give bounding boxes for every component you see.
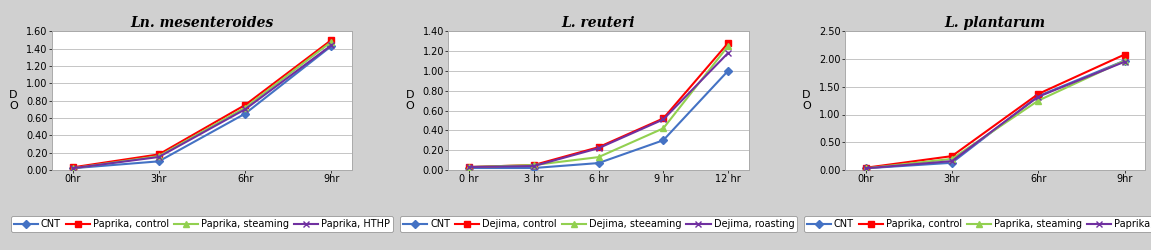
Line: Dejima, steeaming: Dejima, steeaming — [466, 43, 731, 170]
Dejima, steeaming — [721, 44, 734, 48]
CNT — [1031, 95, 1045, 98]
Paprika, steaming — [945, 158, 959, 160]
CNT — [527, 166, 541, 170]
Paprika, steaming — [1118, 59, 1131, 62]
Paprika, steaming — [1031, 99, 1045, 102]
Paprika, control — [859, 166, 872, 169]
Title: L. reuteri: L. reuteri — [562, 16, 635, 30]
Dejima, roasting — [463, 166, 477, 168]
Dejima, control — [527, 164, 541, 166]
Paprika, control — [325, 38, 338, 42]
Line: CNT: CNT — [466, 68, 731, 171]
Dejima, control — [656, 117, 670, 120]
Line: Paprika, steaming: Paprika, steaming — [70, 39, 334, 171]
Paprika, steaming — [325, 40, 338, 43]
Paprika, HTHP — [945, 160, 959, 162]
Paprika, control — [1118, 53, 1131, 56]
Dejima, control — [463, 166, 477, 168]
Dejima, steeaming — [463, 166, 477, 168]
Title: Ln. mesenteroides: Ln. mesenteroides — [130, 16, 274, 30]
Legend: CNT, Dejima, control, Dejima, steeaming, Dejima, roasting: CNT, Dejima, control, Dejima, steeaming,… — [401, 216, 796, 232]
Dejima, roasting — [592, 147, 605, 150]
Paprika, HTHP — [325, 44, 338, 46]
Paprika, HTHP — [1118, 60, 1131, 63]
CNT — [592, 162, 605, 164]
Y-axis label: D
O: D O — [405, 90, 414, 112]
Line: Dejima, control: Dejima, control — [466, 40, 731, 170]
Y-axis label: D
O: D O — [802, 90, 810, 112]
Line: CNT: CNT — [70, 43, 334, 171]
Paprika, steaming — [859, 167, 872, 170]
CNT — [721, 70, 734, 72]
Line: CNT: CNT — [863, 58, 1127, 171]
Title: L. plantarum: L. plantarum — [945, 16, 1045, 30]
Legend: CNT, Paprika, control, Paprika, steaming, Paprika, HTHP: CNT, Paprika, control, Paprika, steaming… — [803, 216, 1151, 232]
Dejima, steeaming — [656, 127, 670, 130]
Line: Paprika, control: Paprika, control — [70, 37, 334, 170]
CNT — [325, 44, 338, 48]
CNT — [152, 160, 166, 163]
CNT — [1118, 59, 1131, 62]
Paprika, steaming — [152, 154, 166, 158]
Dejima, roasting — [527, 164, 541, 168]
CNT — [66, 167, 79, 170]
CNT — [656, 139, 670, 142]
Dejima, roasting — [721, 52, 734, 54]
Paprika, control — [238, 104, 252, 106]
Paprika, HTHP — [66, 167, 79, 170]
Paprika, HTHP — [1031, 95, 1045, 98]
Paprika, HTHP — [152, 156, 166, 158]
CNT — [463, 166, 477, 170]
Paprika, control — [66, 166, 79, 169]
CNT — [859, 167, 872, 170]
Legend: CNT, Paprika, control, Paprika, steaming, Paprika, HTHP: CNT, Paprika, control, Paprika, steaming… — [10, 216, 394, 232]
Paprika, control — [945, 154, 959, 158]
Y-axis label: D
O: D O — [9, 90, 17, 112]
Dejima, roasting — [656, 118, 670, 121]
Paprika, steaming — [66, 167, 79, 170]
Dejima, control — [721, 42, 734, 45]
Line: Paprika, HTHP: Paprika, HTHP — [70, 42, 334, 171]
CNT — [238, 112, 252, 115]
Dejima, steeaming — [527, 164, 541, 166]
Line: Paprika, steaming: Paprika, steaming — [863, 58, 1127, 171]
Dejima, control — [592, 146, 605, 149]
Paprika, HTHP — [238, 108, 252, 111]
Paprika, control — [1031, 92, 1045, 96]
Line: Paprika, control: Paprika, control — [863, 52, 1127, 171]
Paprika, control — [152, 153, 166, 156]
Line: Dejima, roasting: Dejima, roasting — [466, 50, 731, 170]
Paprika, HTHP — [859, 167, 872, 170]
Line: Paprika, HTHP: Paprika, HTHP — [863, 59, 1127, 171]
Paprika, steaming — [238, 106, 252, 109]
CNT — [945, 161, 959, 164]
Dejima, steeaming — [592, 156, 605, 158]
